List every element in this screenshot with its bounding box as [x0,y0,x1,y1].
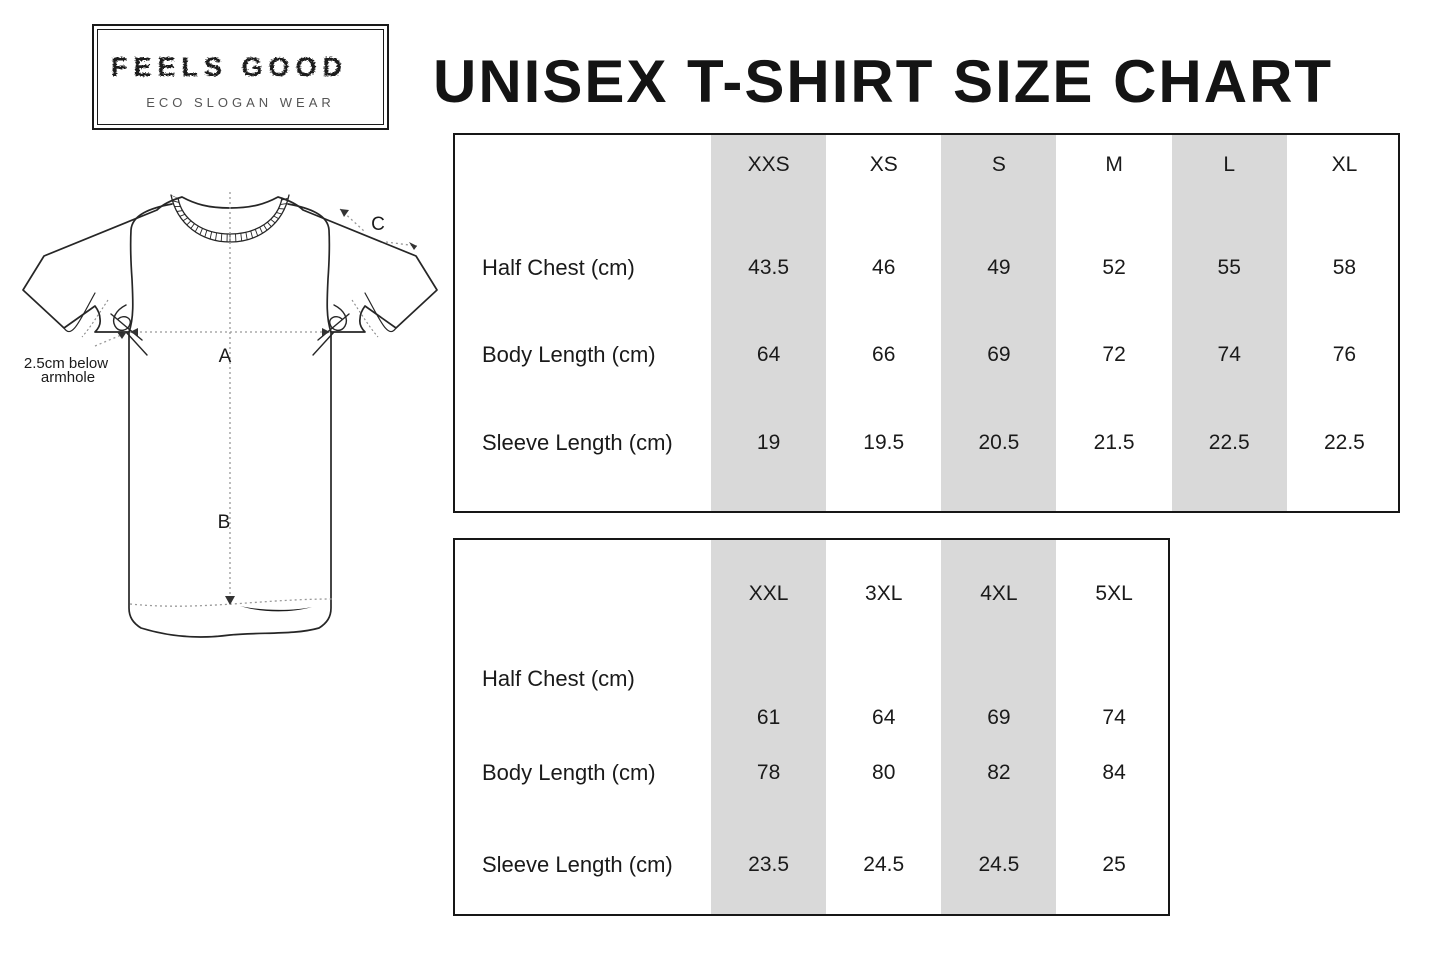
svg-text:armhole: armhole [41,369,95,386]
svg-text:C: C [371,214,385,235]
svg-text:A: A [219,346,232,367]
svg-text:B: B [218,512,231,533]
svg-text:FEELS GOOD: FEELS GOOD [111,52,348,82]
